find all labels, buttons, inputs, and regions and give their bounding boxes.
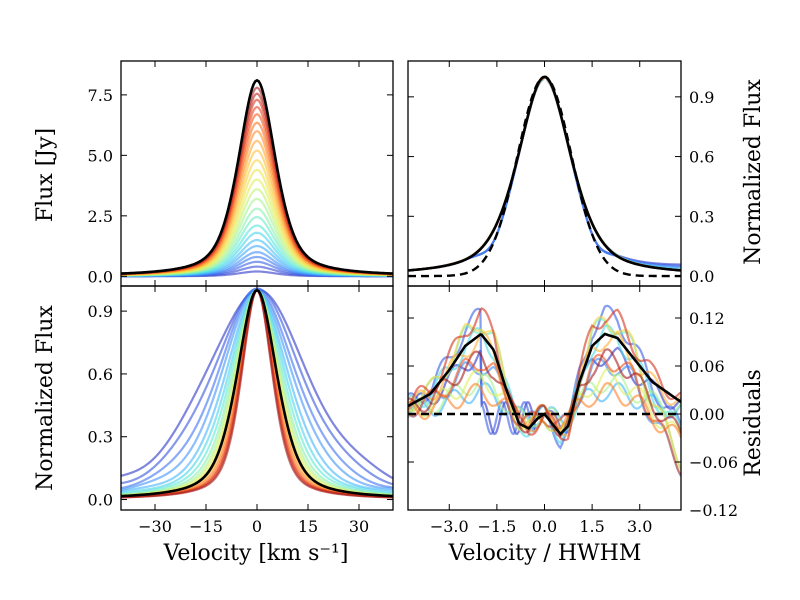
- series-line-tr: [408, 75, 681, 272]
- series-line-tl: [121, 168, 393, 276]
- tr-ytick-label: 0.3: [689, 207, 714, 226]
- series-line-bl: [121, 289, 393, 494]
- panel-bottom-left: 0.0 0.3 0.6 0.9 −30 −15 0 15 30: [88, 285, 394, 536]
- br-xtick-label: −1.5: [477, 517, 516, 536]
- series-line-tl: [121, 98, 393, 275]
- series-line-bl: [121, 288, 393, 498]
- x-axis-label-bottom-left: Velocity [km s⁻¹]: [163, 541, 349, 566]
- bl-xtick-label: −30: [138, 517, 172, 536]
- tl-ytick-label: 2.5: [88, 207, 113, 226]
- series-line-tr: [408, 75, 681, 272]
- tl-ytick-label: 7.5: [88, 86, 113, 105]
- gaussian-dashed-line-tr: [408, 75, 681, 278]
- series-line-bl: [121, 288, 393, 499]
- reference-line-tl: [121, 78, 393, 275]
- tr-ytick-label: 0.9: [689, 88, 714, 107]
- bl-ytick-label: 0.6: [88, 365, 113, 384]
- series-line-tr: [408, 75, 681, 272]
- panel-top-right: 0.0 0.3 0.6 0.9: [407, 60, 714, 287]
- series-line-tr: [408, 75, 681, 272]
- bl-xtick-label: −15: [189, 517, 223, 536]
- series-line-bl: [121, 288, 393, 498]
- series-line-tr: [408, 75, 681, 272]
- series-line-bl: [121, 288, 393, 480]
- y-axis-label-top-right: Normalized Flux: [741, 79, 766, 265]
- series-line-bl: [121, 288, 393, 497]
- reference-line-bl: [121, 288, 393, 498]
- series-line-bl: [121, 288, 393, 498]
- bl-ytick-label: 0.9: [88, 302, 113, 321]
- series-line-br: [408, 348, 681, 438]
- series-line-bl: [121, 288, 393, 498]
- br-ytick-label: −0.12: [689, 501, 738, 520]
- series-line-bl: [121, 289, 393, 493]
- br-xtick-label: 3.0: [627, 517, 652, 536]
- tl-ytick-label: 5.0: [88, 146, 113, 165]
- br-ytick-label: −0.06: [689, 453, 738, 472]
- tr-frame: [407, 60, 682, 287]
- series-line-bl: [121, 288, 393, 499]
- panel-top-left: 0.0 2.5 5.0 7.5: [88, 60, 394, 287]
- series-line-tr: [408, 75, 681, 272]
- tr-ytick-label: 0.6: [689, 148, 714, 167]
- series-line-tr: [408, 75, 681, 272]
- series-line-bl: [121, 289, 393, 495]
- series-line-tr: [408, 75, 681, 272]
- series-line-tr: [408, 75, 681, 272]
- bl-xtick-label: 15: [298, 517, 318, 536]
- y-axis-label-bottom-left: Normalized Flux: [33, 305, 58, 491]
- bl-xtick-label: 0: [252, 517, 262, 536]
- series-line-br: [408, 353, 681, 476]
- series-line-tr: [408, 75, 681, 272]
- bl-ytick-label: 0.3: [88, 428, 113, 447]
- series-line-tl: [121, 113, 393, 276]
- series-line-tl: [121, 178, 393, 277]
- br-ytick-label: 0.12: [689, 309, 725, 328]
- reference-line-tr: [408, 75, 681, 272]
- series-line-bl: [121, 289, 393, 497]
- series-line-tr: [408, 75, 681, 272]
- series-line-tl: [121, 207, 393, 277]
- series-line-tr: [408, 75, 681, 272]
- series-line-bl: [121, 287, 393, 486]
- br-xtick-label: 1.5: [579, 517, 604, 536]
- y-axis-label-bottom-right: Residuals: [741, 369, 766, 477]
- series-line-tr: [408, 75, 681, 272]
- br-ytick-label: 0.06: [689, 357, 725, 376]
- tl-ytick-label: 0.0: [88, 267, 113, 286]
- bl-xtick-label: 30: [349, 517, 369, 536]
- tr-ytick-label: 0.0: [689, 267, 714, 286]
- panel-bottom-right: −0.12 −0.06 0.00 0.06 0.12 −3.0 −1.5 0.0 1.5 3.0: [407, 285, 738, 536]
- series-line-tr: [408, 75, 681, 272]
- bl-ytick-label: 0.0: [88, 491, 113, 510]
- y-axis-label-top-left: Flux [Jy]: [33, 128, 58, 222]
- br-ytick-label: 0.00: [689, 405, 725, 424]
- series-line-bl: [121, 289, 393, 496]
- series-line-bl: [121, 288, 393, 499]
- series-line-bl: [121, 288, 393, 499]
- br-xtick-label: −3.0: [430, 517, 469, 536]
- x-axis-label-bottom-right: Velocity / HWHM: [448, 541, 642, 566]
- series-line-tl: [121, 197, 393, 277]
- br-xtick-label: 0.0: [532, 517, 557, 536]
